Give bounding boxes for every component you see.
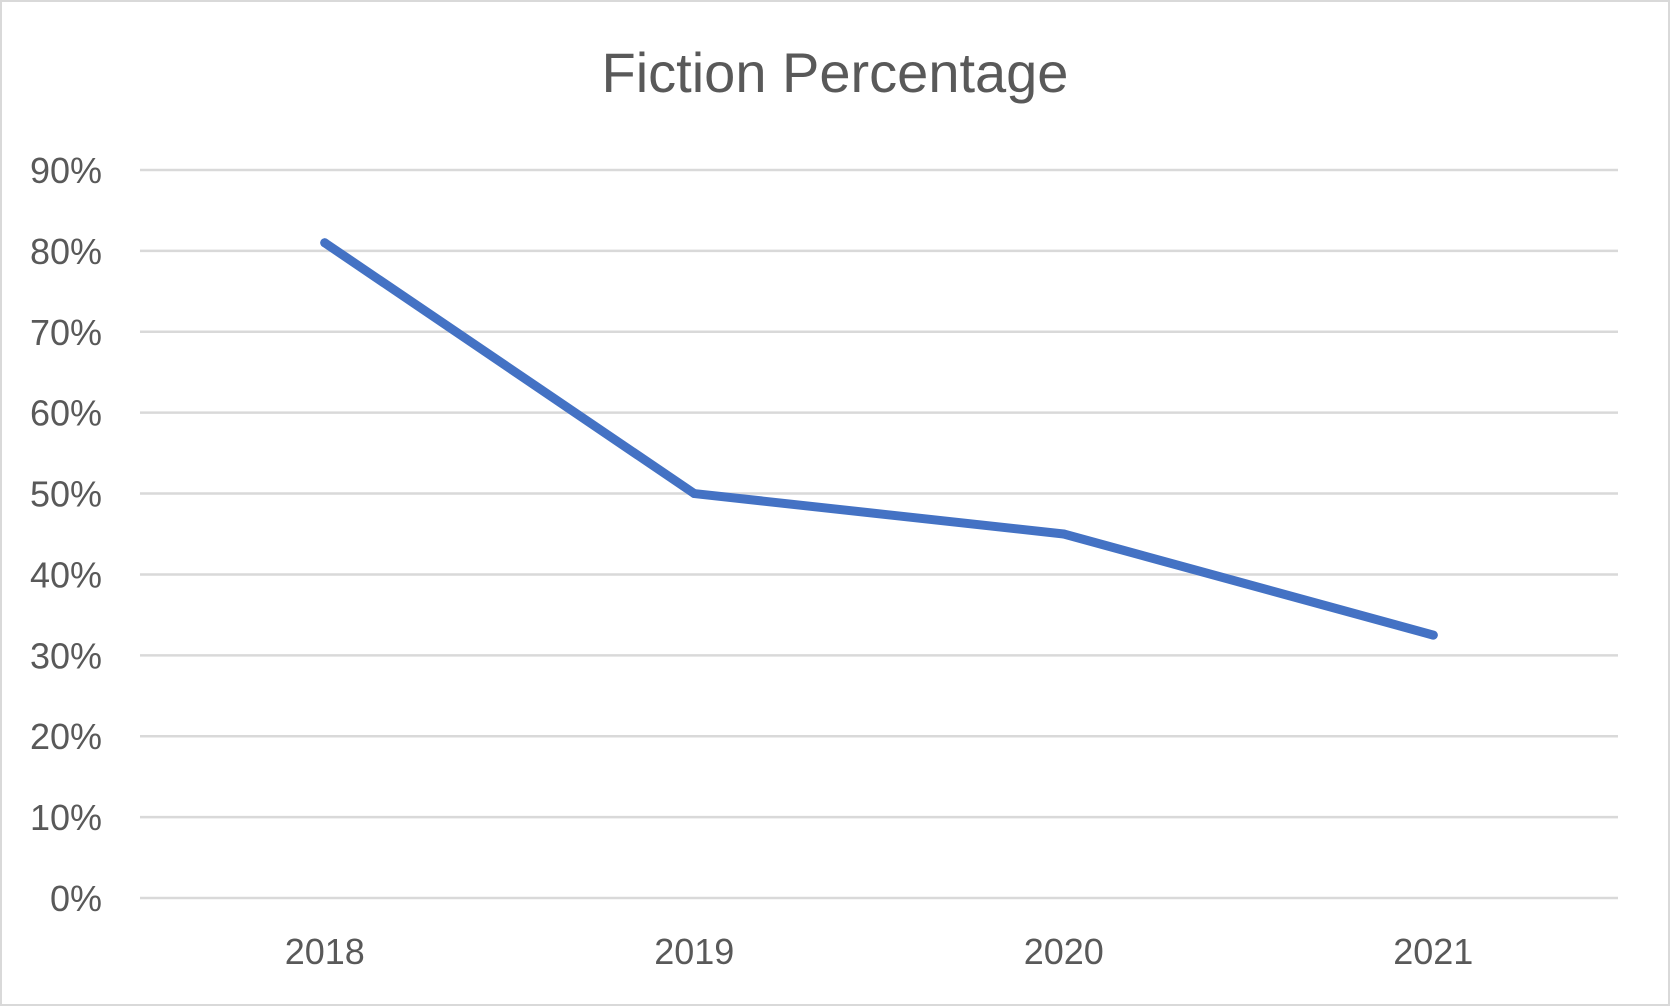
y-tick-label: 60% [30,393,102,434]
data-point [1428,630,1438,640]
y-tick-label: 50% [30,474,102,515]
x-tick-label: 2021 [1393,931,1473,972]
data-point [1059,529,1069,539]
y-tick-label: 90% [30,150,102,191]
series-lines [320,238,1438,640]
data-point [320,238,330,248]
y-tick-label: 20% [30,716,102,757]
data-point [689,489,699,499]
y-tick-label: 30% [30,635,102,676]
x-tick-label: 2018 [285,931,365,972]
gridlines [140,168,1618,900]
x-tick-label: 2019 [654,931,734,972]
y-tick-label: 10% [30,797,102,838]
series-line [320,238,1438,640]
y-tick-label: 40% [30,554,102,595]
y-tick-label: 70% [30,312,102,353]
y-tick-label: 80% [30,231,102,272]
y-axis-tick-labels: 0% 10% 20% 30% 40% 50% 60% 70% 80% 90% [30,150,102,919]
chart-title: Fiction Percentage [601,41,1069,104]
y-tick-label: 0% [50,878,102,919]
x-tick-label: 2020 [1024,931,1104,972]
x-axis-tick-labels: 2018 2019 2020 2021 [285,931,1474,972]
